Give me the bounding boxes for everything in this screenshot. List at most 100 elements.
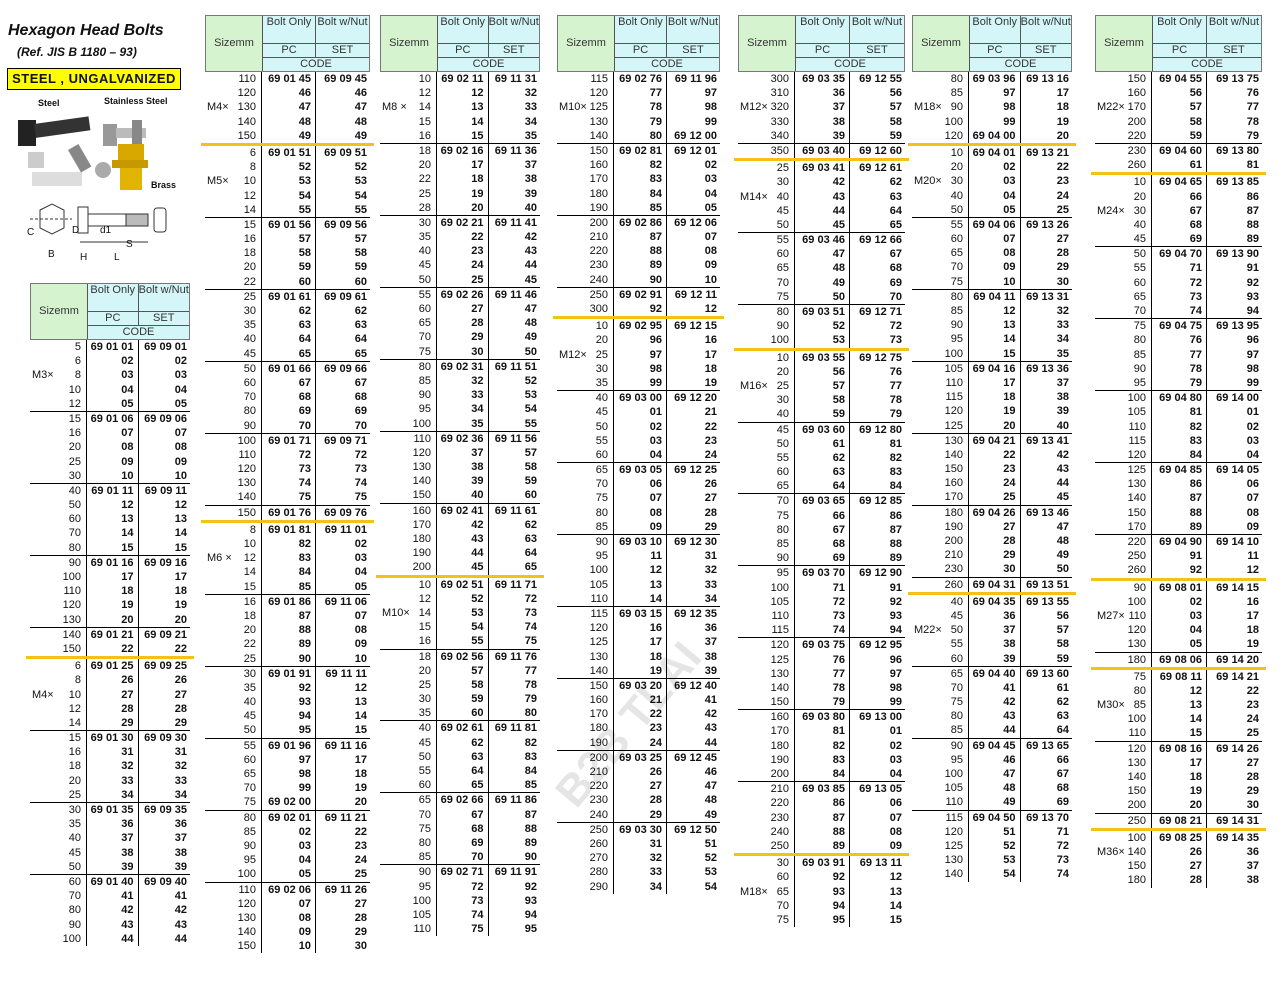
length-cell: 180 bbox=[380, 532, 437, 547]
table-row: M22× 50 37 57 bbox=[912, 623, 1072, 638]
length-value: 50 bbox=[950, 203, 963, 216]
length-cell: 105 bbox=[557, 577, 614, 592]
table-row: M5× 10 53 53 bbox=[205, 174, 370, 189]
pc-code-cell: 19 bbox=[614, 663, 667, 678]
table-row: 150 88 08 bbox=[1095, 505, 1262, 520]
table-block: 200 69 03 25 69 12 45 210 26 46 220 27 47 230 28 48… bbox=[557, 749, 720, 822]
pc-code-cell: 58 bbox=[1152, 114, 1207, 129]
length-cell: 60 bbox=[30, 874, 87, 890]
pc-code-cell: 14 bbox=[437, 114, 489, 129]
table-row: M10× 125 78 98 bbox=[557, 100, 720, 115]
bolt-nut-header: Bolt w/Nut bbox=[1207, 16, 1261, 44]
table-row: M20× 30 03 23 bbox=[912, 174, 1072, 189]
table-row: 25 58 78 bbox=[380, 677, 540, 693]
length-value: 120 bbox=[944, 825, 963, 838]
length-value: 30 bbox=[1133, 204, 1146, 217]
length-value: 80 bbox=[595, 506, 608, 519]
length-cell: 230 bbox=[912, 562, 969, 577]
table-row: 50 63 83 bbox=[380, 749, 540, 765]
length-cell: 90 bbox=[557, 535, 614, 550]
set-code-cell: 62 bbox=[354, 305, 367, 317]
pc-code-cell: 85 bbox=[262, 579, 316, 594]
set-code-cell: 68 bbox=[1056, 782, 1069, 795]
set-code-cell: 12 bbox=[354, 681, 367, 694]
pc-code-cell: 18 bbox=[614, 649, 667, 664]
length-cell: 80 bbox=[912, 289, 969, 305]
length-value: 180 bbox=[589, 722, 608, 735]
table-header: Size mm Bolt Only Bolt w/Nut PC SET CODE bbox=[557, 15, 720, 72]
length-value: 110 bbox=[63, 585, 81, 598]
pc-code-cell: 53 bbox=[262, 174, 316, 189]
length-value: 40 bbox=[243, 696, 256, 709]
length-value: 100 bbox=[1127, 392, 1146, 405]
length-value: 100 bbox=[1127, 713, 1146, 726]
pc-code-cell: 18 bbox=[437, 172, 489, 187]
set-code-cell: 22 bbox=[354, 825, 367, 838]
set-code-cell: 57 bbox=[889, 101, 902, 114]
length-value: 75 bbox=[418, 822, 431, 835]
set-code-cell: 69 12 01 bbox=[674, 144, 717, 157]
photo-label-steel: Steel bbox=[38, 98, 60, 108]
table-block: 6 69 01 25 69 09 25 8 26 26 M4× 10 27 27 12 28 28 14 2… bbox=[26, 656, 194, 731]
length-cell: 100 bbox=[738, 333, 795, 348]
length-value: 10 bbox=[950, 146, 963, 159]
pc-code-cell: 04 bbox=[87, 382, 139, 397]
length-value: 20 bbox=[950, 161, 963, 174]
length-value: 80 bbox=[68, 904, 81, 917]
length-cell: 40 bbox=[912, 594, 969, 609]
table-row: 10 04 04 bbox=[30, 382, 190, 397]
length-value: 200 bbox=[944, 535, 963, 547]
table-row: 190 44 64 bbox=[380, 546, 540, 561]
length-cell: M4× 10 bbox=[30, 687, 87, 702]
table-row: 60 04 24 bbox=[557, 447, 720, 463]
length-value: 80 bbox=[1133, 334, 1146, 347]
length-cell: 40 bbox=[205, 695, 262, 710]
table-row: 190 83 03 bbox=[738, 752, 905, 768]
pc-code-cell: 75 bbox=[262, 490, 316, 505]
length-value: 90 bbox=[1133, 362, 1146, 375]
set-code-cell: 69 12 90 bbox=[859, 567, 902, 580]
pc-code-cell: 69 04 01 bbox=[969, 145, 1021, 161]
length-value: 50 bbox=[68, 499, 81, 512]
length-value: 60 bbox=[68, 875, 81, 888]
pc-code-cell: 20 bbox=[87, 612, 139, 627]
length-value: 45 bbox=[950, 609, 963, 622]
length-value: 140 bbox=[589, 664, 608, 677]
set-code-cell: 40 bbox=[524, 201, 537, 214]
length-value: 80 bbox=[418, 836, 431, 849]
pc-code-cell: 18 bbox=[969, 390, 1021, 405]
length-cell: 150 bbox=[30, 641, 87, 657]
table-row: 230 87 07 bbox=[738, 810, 905, 825]
set-code-cell: 33 bbox=[524, 101, 537, 114]
table-block: 16 69 01 86 69 11 06 18 87 07 20 88 08 22 89 09 25 90… bbox=[205, 593, 370, 666]
length-cell: 16 bbox=[30, 745, 87, 760]
table-row: 80 76 96 bbox=[1095, 333, 1262, 348]
table-row: 18 69 02 16 69 11 36 bbox=[380, 143, 540, 159]
length-value: 16 bbox=[243, 233, 256, 246]
table-row: 12 12 32 bbox=[380, 86, 540, 101]
pc-code-cell: 69 03 35 bbox=[795, 72, 850, 87]
pc-code-cell: 69 02 11 bbox=[437, 72, 489, 87]
table-row: 180 69 08 06 69 14 20 bbox=[1095, 652, 1262, 667]
length-cell: 55 bbox=[912, 637, 969, 652]
table-row: 180 69 04 26 69 13 46 bbox=[912, 505, 1072, 520]
set-code-cell: 26 bbox=[704, 478, 717, 491]
set-code-cell: 13 bbox=[889, 885, 902, 898]
pc-code-cell: 69 02 86 bbox=[614, 215, 667, 231]
length-value: 140 bbox=[412, 475, 431, 488]
table-row: 90 33 53 bbox=[380, 388, 540, 403]
table-row: 125 17 37 bbox=[557, 635, 720, 650]
length-value: 180 bbox=[1127, 653, 1146, 666]
length-value: 220 bbox=[589, 780, 608, 793]
table-row: 55 69 01 96 69 11 16 bbox=[205, 738, 370, 753]
table-row: 220 27 47 bbox=[557, 779, 720, 794]
table-row: 150 19 29 bbox=[1095, 784, 1262, 799]
table-row: 70 94 14 bbox=[738, 898, 905, 913]
pc-code-cell: 43 bbox=[969, 709, 1021, 724]
table-row: 40 93 13 bbox=[205, 695, 370, 710]
table-row: 60 97 17 bbox=[205, 752, 370, 768]
table-row: 20 57 77 bbox=[380, 663, 540, 678]
table-block: 150 69 04 55 69 13 75 160 56 76 M22× 170 57 77 200… bbox=[1095, 72, 1262, 143]
length-value: 45 bbox=[1133, 233, 1146, 246]
pc-code-cell: 77 bbox=[1152, 347, 1207, 362]
